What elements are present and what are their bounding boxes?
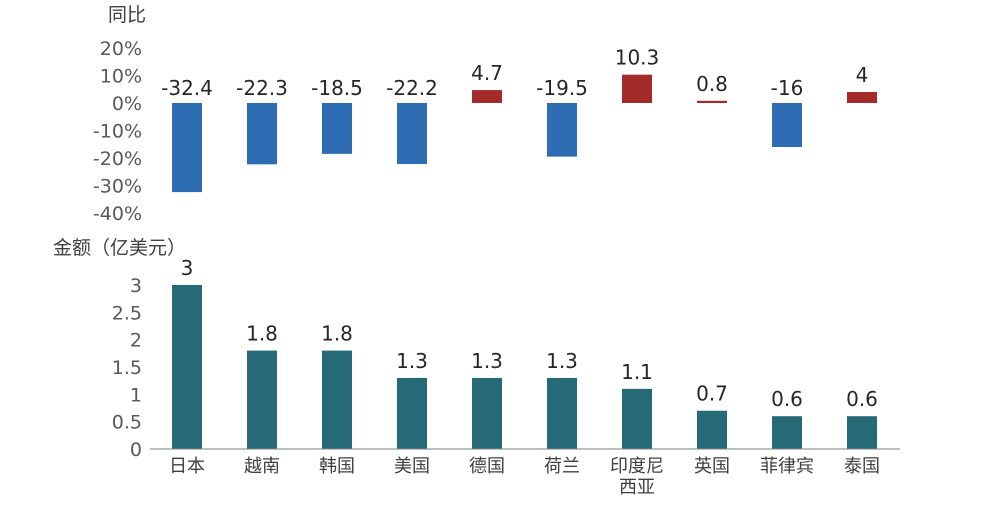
top-bar <box>172 103 202 193</box>
bottom-bar <box>772 416 802 449</box>
top-data-label: -32.4 <box>161 76 213 100</box>
top-data-label: 4.7 <box>471 61 503 85</box>
top-bar <box>847 92 877 103</box>
bottom-bar <box>247 350 277 449</box>
bottom-chart-ylabel: 金额（亿美元） <box>53 237 186 259</box>
bottom-y-tick-label: 1 <box>130 384 142 406</box>
category-label: 越南 <box>244 456 280 477</box>
top-bar <box>547 103 577 157</box>
top-chart-data-labels: -32.4 -22.3 -18.5 -22.2 4.7 -19.5 10.3 0.8 -16 4 <box>161 46 868 100</box>
bottom-y-tick-label: 2.5 <box>112 302 142 324</box>
bottom-y-tick-label: 3 <box>130 275 142 297</box>
top-data-label: -22.3 <box>236 76 288 100</box>
top-chart-y-ticks: 20% 10% 0% -10% -20% -30% -40% <box>93 38 142 225</box>
bottom-data-label: 0.6 <box>846 387 878 411</box>
bottom-bar <box>622 388 652 449</box>
top-bar <box>772 103 802 147</box>
top-bar <box>622 74 652 103</box>
bottom-bar <box>697 410 727 449</box>
top-data-label: 0.8 <box>696 72 728 96</box>
bottom-y-tick-label: 1.5 <box>112 357 142 379</box>
top-bar <box>397 103 427 165</box>
category-label: 德国 <box>469 456 505 477</box>
category-label: 泰国 <box>844 456 880 477</box>
top-data-label: -19.5 <box>536 76 588 100</box>
bottom-data-label: 1.1 <box>621 360 653 384</box>
top-data-label: -18.5 <box>311 76 363 100</box>
top-y-tick-label: -40% <box>93 203 142 225</box>
top-y-tick-label: 0% <box>112 93 142 115</box>
top-bar <box>697 100 727 103</box>
category-label: 菲律宾 <box>760 456 814 477</box>
bottom-data-label: 1.8 <box>321 322 353 346</box>
bottom-data-label: 1.3 <box>396 349 428 373</box>
category-label: 西亚 <box>619 477 655 498</box>
bottom-chart-bars <box>172 285 877 449</box>
category-label: 荷兰 <box>544 456 580 477</box>
bottom-data-label: 1.8 <box>246 322 278 346</box>
top-data-label: 4 <box>856 63 869 87</box>
bottom-bar <box>472 377 502 449</box>
top-y-tick-label: 20% <box>100 38 142 60</box>
top-data-label: -16 <box>771 76 804 100</box>
bottom-bar <box>322 350 352 449</box>
top-chart-bars <box>172 74 877 193</box>
top-bar <box>322 103 352 154</box>
bottom-data-label: 1.3 <box>471 349 503 373</box>
bottom-data-label: 0.6 <box>771 387 803 411</box>
top-chart-ylabel: 同比 <box>108 4 146 26</box>
category-label: 美国 <box>394 456 430 477</box>
bottom-y-tick-label: 2 <box>130 330 142 352</box>
top-data-label: 10.3 <box>615 46 660 70</box>
top-y-tick-label: -10% <box>93 121 142 143</box>
top-y-tick-label: 10% <box>100 66 142 88</box>
top-data-label: -22.2 <box>386 76 438 100</box>
bottom-data-label: 0.7 <box>696 382 728 406</box>
category-label: 印度尼 <box>610 456 664 477</box>
bottom-y-tick-label: 0.5 <box>112 412 142 434</box>
category-label: 韩国 <box>319 456 355 477</box>
bottom-y-tick-label: 0 <box>130 439 142 461</box>
bottom-bar <box>547 377 577 449</box>
top-bar <box>472 90 502 103</box>
top-y-tick-label: -30% <box>93 176 142 198</box>
category-label: 日本 <box>169 456 205 477</box>
category-label: 英国 <box>694 456 730 477</box>
bottom-data-label: 1.3 <box>546 349 578 373</box>
bottom-bar <box>172 285 202 449</box>
bottom-chart-data-labels: 3 1.8 1.8 1.3 1.3 1.3 1.1 0.7 0.6 0.6 <box>181 256 878 411</box>
bottom-data-label: 3 <box>181 256 194 280</box>
top-bar <box>247 103 277 165</box>
bottom-chart-y-ticks: 3 2.5 2 1.5 1 0.5 0 <box>112 275 142 461</box>
bottom-bar <box>847 416 877 449</box>
top-y-tick-label: -20% <box>93 148 142 170</box>
bottom-bar <box>397 377 427 449</box>
